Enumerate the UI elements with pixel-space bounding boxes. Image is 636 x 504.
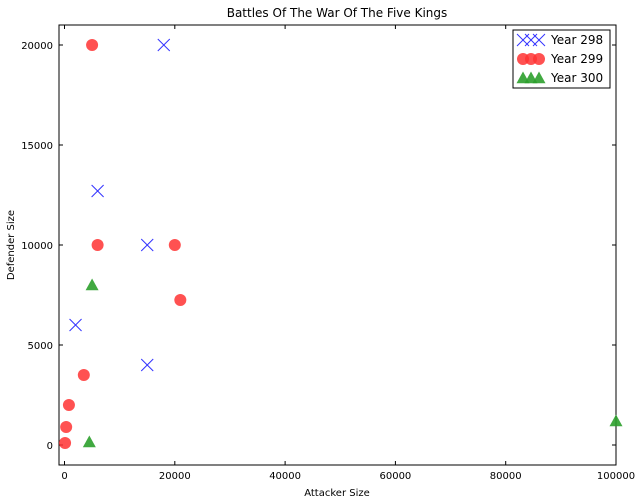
data-point-series-3 xyxy=(82,435,96,448)
x-tick-label: 0 xyxy=(61,471,67,482)
data-point-series-2 xyxy=(62,399,75,411)
data-point-series-1 xyxy=(69,318,82,332)
legend-marker xyxy=(533,53,545,65)
data-point-series-1 xyxy=(157,38,171,52)
x-tick-label: 80000 xyxy=(490,471,522,482)
data-point-series-1 xyxy=(140,358,154,372)
chart-title: Battles Of The War Of The Five Kings xyxy=(227,6,448,20)
y-tick-label: 0 xyxy=(47,441,53,452)
legend-marker xyxy=(532,71,546,84)
legend-label: Year 300 xyxy=(550,71,603,85)
data-point-series-2 xyxy=(77,369,90,381)
x-tick-label: 40000 xyxy=(269,471,301,482)
y-tick-label: 10000 xyxy=(21,241,53,252)
data-point-series-2 xyxy=(60,421,73,433)
y-tick-label: 5000 xyxy=(28,341,53,352)
data-point-series-1 xyxy=(91,184,104,198)
data-point-series-2 xyxy=(174,294,187,306)
legend-marker xyxy=(532,33,546,47)
data-point-series-1 xyxy=(140,238,154,252)
data-point-series-2 xyxy=(86,39,99,51)
data-point-series-2 xyxy=(59,437,72,449)
x-tick-label: 100000 xyxy=(597,471,635,482)
legend: Year 298 Year 299 Year 300 xyxy=(512,29,611,89)
x-tick-label: 20000 xyxy=(159,471,191,482)
legend-label: Year 298 xyxy=(550,33,603,47)
legend-label: Year 299 xyxy=(550,52,603,66)
data-point-series-3 xyxy=(609,414,623,427)
x-axis-label: Attacker Size xyxy=(304,488,370,499)
plot-frame xyxy=(58,24,617,466)
y-tick-label: 15000 xyxy=(21,141,53,152)
data-point-series-2 xyxy=(168,239,181,251)
plot-area: 0 20000 40000 60000 80000 100000 0 5000 10000 150… xyxy=(21,24,635,482)
y-axis-label: Defender Size xyxy=(6,210,17,280)
x-tick-label: 60000 xyxy=(379,471,411,482)
data-point-series-3 xyxy=(85,278,99,291)
data-point-series-2 xyxy=(91,239,104,251)
y-tick-label: 20000 xyxy=(21,41,53,52)
